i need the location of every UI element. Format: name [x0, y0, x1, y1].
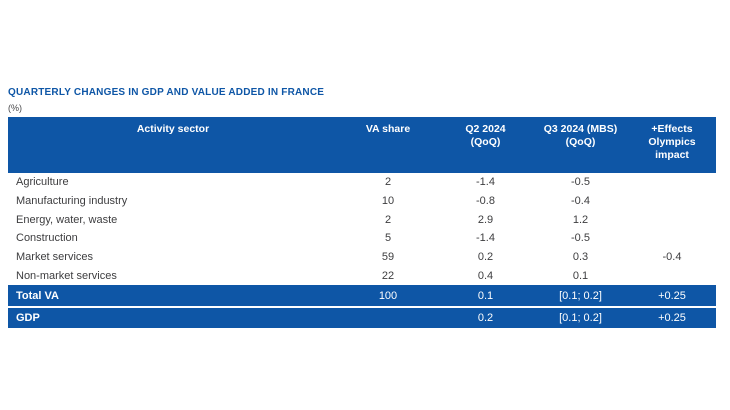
table-row-manufacturing: Manufacturing industry 10 -0.8 -0.4: [8, 191, 716, 211]
sector-label: Non-market services: [16, 269, 117, 282]
q2-value: 0.2: [477, 251, 494, 264]
sector-label: Construction: [16, 232, 78, 245]
sector-label: Manufacturing industry: [16, 195, 128, 208]
data-table: Activity sector VA share Q2 2024 (QoQ) Q…: [8, 117, 716, 329]
total-row-gdp: GDP 0.2 [0.1; 0.2] +0.25: [8, 307, 716, 329]
va-share-value: 2: [384, 213, 392, 226]
table-row-market-services: Market services 59 0.2 0.3 -0.4: [8, 247, 716, 267]
q2-value: -0.8: [476, 195, 495, 208]
q2-value: 2.9: [477, 213, 494, 226]
effects-value: [628, 210, 716, 229]
q3-value: -0.5: [571, 232, 590, 245]
sector-label: Energy, water, waste: [16, 213, 118, 226]
q2-value: -1.4: [476, 176, 495, 189]
q2-value: 0.2: [477, 312, 494, 325]
total-label: Total VA: [16, 289, 59, 302]
va-share-value: 22: [381, 269, 395, 282]
effects-value: [628, 192, 716, 211]
effects-value: +0.25: [658, 289, 686, 302]
effects-value: -0.4: [662, 251, 682, 264]
effects-value: +0.25: [658, 312, 686, 325]
q3-value: [0.1; 0.2]: [559, 312, 602, 325]
q3-value: 0.1: [572, 269, 589, 282]
va-share-value: 100: [378, 289, 398, 302]
effects-value: [628, 173, 716, 192]
table-row-non-market-services: Non-market services 22 0.4 0.1: [8, 266, 716, 286]
header-olympics-effects: +Effects Olympics impact: [648, 123, 696, 161]
q2-value: -1.4: [476, 232, 495, 245]
unit-label: (%): [8, 103, 22, 113]
va-share-value: 5: [384, 232, 392, 245]
table-row-agriculture: Agriculture 2 -1.4 -0.5: [8, 173, 716, 192]
q3-value: 1.2: [572, 213, 589, 226]
va-share-value: [338, 307, 438, 328]
effects-value: [628, 229, 716, 248]
header-q3-2024: Q3 2024 (MBS) (QoQ): [543, 123, 618, 148]
effects-value: [628, 266, 716, 285]
q3-value: [0.1; 0.2]: [559, 289, 602, 302]
q3-value: -0.4: [571, 195, 590, 208]
header-activity-sector: Activity sector: [136, 123, 210, 135]
header-va-share: VA share: [365, 123, 411, 135]
q3-value: 0.3: [572, 251, 589, 264]
q2-value: 0.1: [477, 289, 494, 302]
header-q2-2024: Q2 2024 (QoQ): [465, 123, 506, 148]
sector-label: Agriculture: [16, 176, 69, 189]
header-row: Activity sector VA share Q2 2024 (QoQ) Q…: [8, 117, 716, 173]
table-row-energy: Energy, water, waste 2 2.9 1.2: [8, 210, 716, 230]
va-share-value: 59: [381, 251, 395, 264]
q3-value: -0.5: [571, 176, 590, 189]
total-row-total-va: Total VA 100 0.1 [0.1; 0.2] +0.25: [8, 285, 716, 308]
sector-label: Market services: [16, 251, 94, 264]
va-share-value: 10: [381, 195, 395, 208]
table-row-construction: Construction 5 -1.4 -0.5: [8, 229, 716, 248]
q2-value: 0.4: [477, 269, 494, 282]
va-share-value: 2: [384, 176, 392, 189]
total-label: GDP: [16, 312, 40, 325]
figure-title: QUARTERLY CHANGES IN GDP AND VALUE ADDED…: [8, 87, 325, 98]
